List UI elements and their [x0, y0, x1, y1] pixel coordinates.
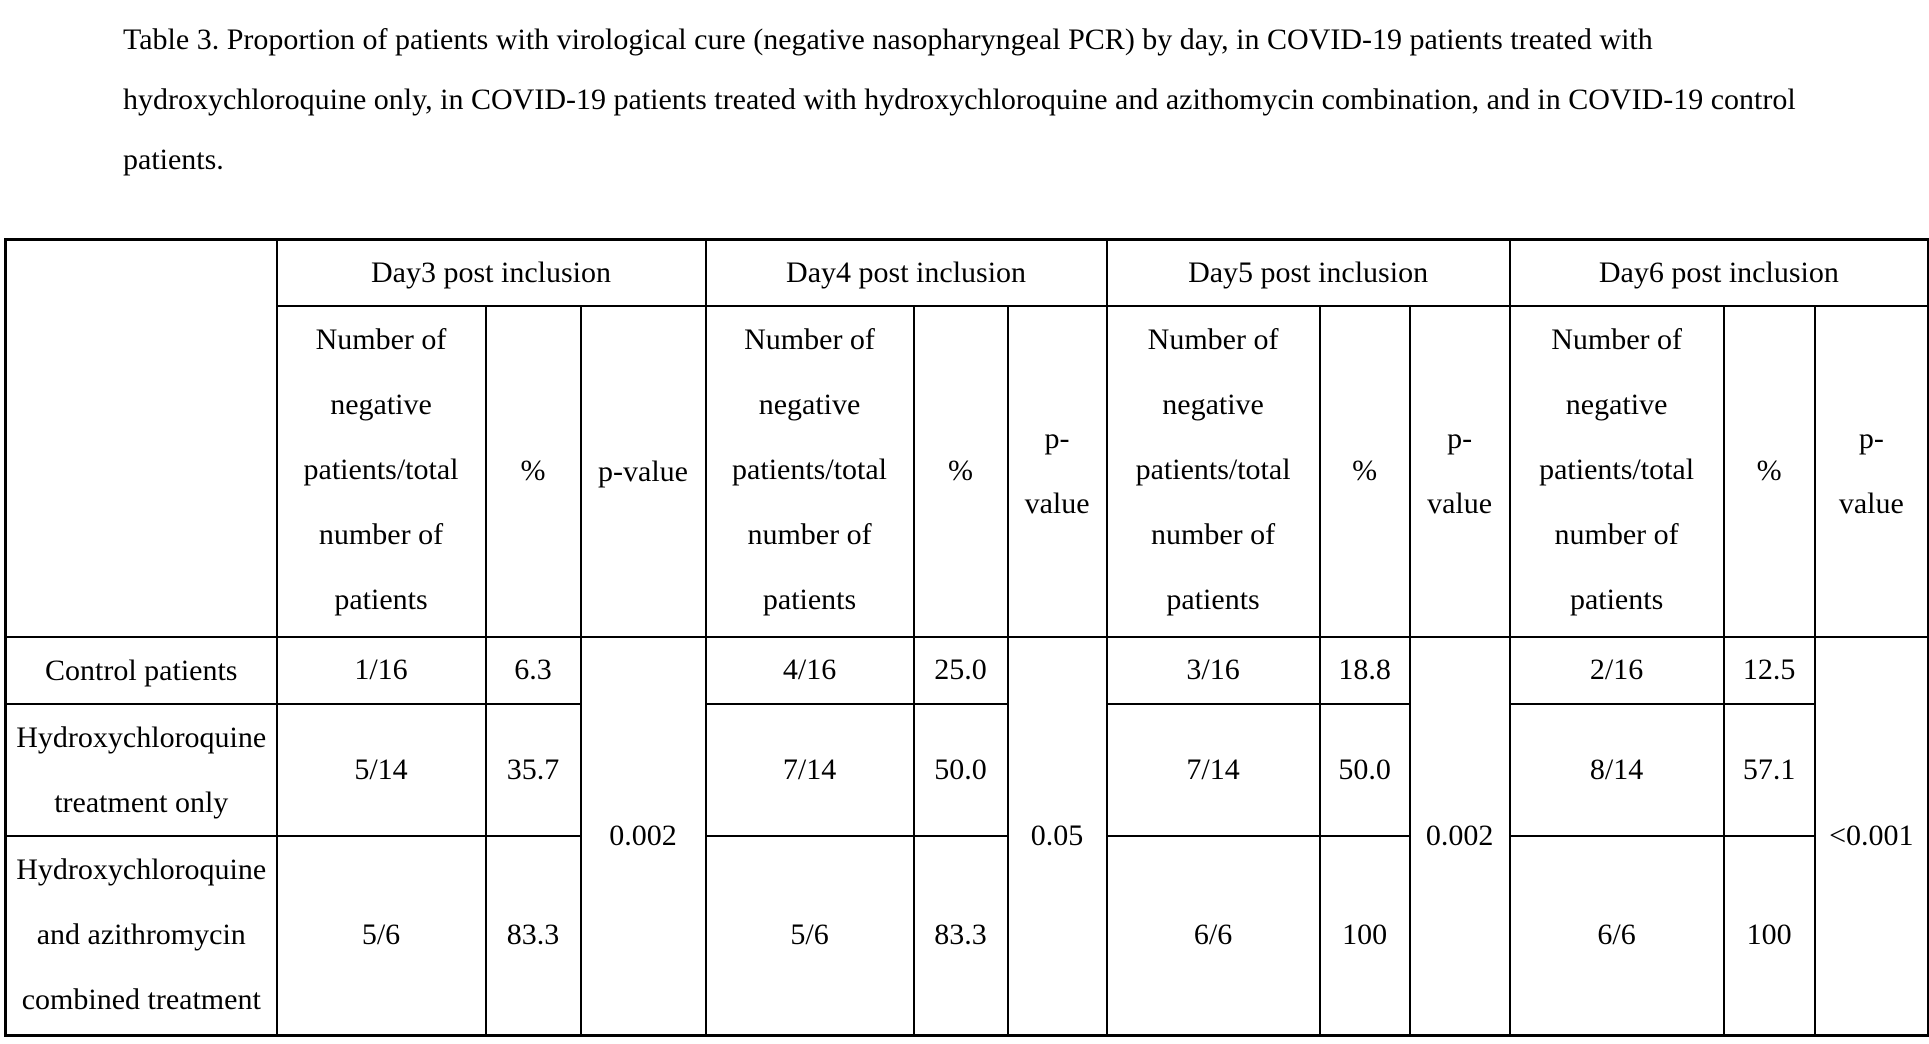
day6-control-percent: 12.5	[1722, 635, 1816, 705]
day6-combined-negative-count: 6/6	[1508, 834, 1725, 1037]
day3-control-percent: 6.3	[484, 635, 582, 705]
day6-hcq-only-percent: 57.1	[1722, 702, 1816, 837]
day3-control-negative-count: 1/16	[275, 635, 487, 705]
day4-control-negative-count: 4/16	[704, 635, 915, 705]
day4-control-percent: 25.0	[912, 635, 1009, 705]
day5-hcq-only-negative-count: 7/14	[1105, 702, 1321, 837]
day4-percent-header: %	[912, 304, 1009, 638]
day4-combined-negative-count: 5/6	[704, 834, 915, 1037]
day5-pvalue-header: p- value	[1408, 304, 1511, 638]
row-label-hydroxychloroquine-azithromycin: Hydroxychloroquine and azithromycin comb…	[4, 834, 278, 1037]
row-label-control: Control patients	[4, 635, 278, 705]
day6-negative-count-header: Number of negative patients/total number…	[1508, 304, 1725, 638]
caption-line-3: patients.	[123, 143, 224, 176]
day5-control-percent: 18.8	[1318, 635, 1411, 705]
day4-negative-count-header: Number of negative patients/total number…	[704, 304, 915, 638]
day5-combined-negative-count: 6/6	[1105, 834, 1321, 1037]
day6-pvalue-header: p- value	[1813, 304, 1929, 638]
day3-group-header: Day3 post inclusion	[275, 238, 707, 307]
day3-pvalue: 0.002	[579, 635, 707, 1037]
day3-negative-count-header: Number of negative patients/total number…	[275, 304, 487, 638]
day5-percent-header: %	[1318, 304, 1411, 638]
day3-percent-header: %	[484, 304, 582, 638]
day5-combined-percent: 100	[1318, 834, 1411, 1037]
caption-line-1: Table 3. Proportion of patients with vir…	[123, 23, 1653, 56]
day4-group-header: Day4 post inclusion	[704, 238, 1108, 307]
day3-combined-negative-count: 5/6	[275, 834, 487, 1037]
day5-control-negative-count: 3/16	[1105, 635, 1321, 705]
day6-combined-percent: 100	[1722, 834, 1816, 1037]
day5-group-header: Day5 post inclusion	[1105, 238, 1511, 307]
day3-hcq-only-negative-count: 5/14	[275, 702, 487, 837]
day4-combined-percent: 83.3	[912, 834, 1009, 1037]
day4-hcq-only-percent: 50.0	[912, 702, 1009, 837]
corner-cell	[4, 238, 278, 638]
day6-pvalue: <0.001	[1813, 635, 1929, 1037]
day6-percent-header: %	[1722, 304, 1816, 638]
day4-pvalue: 0.05	[1006, 635, 1108, 1037]
caption-line-2: hydroxychloroquine only, in COVID-19 pat…	[123, 83, 1796, 116]
day4-pvalue-header: p- value	[1006, 304, 1108, 638]
day3-hcq-only-percent: 35.7	[484, 702, 582, 837]
day6-hcq-only-negative-count: 8/14	[1508, 702, 1725, 837]
day6-control-negative-count: 2/16	[1508, 635, 1725, 705]
row-label-hydroxychloroquine-only: Hydroxychloroquine treatment only	[4, 702, 278, 837]
day3-pvalue-header: p-value	[579, 304, 707, 638]
day5-negative-count-header: Number of negative patients/total number…	[1105, 304, 1321, 638]
day6-group-header: Day6 post inclusion	[1508, 238, 1929, 307]
table-caption: Table 3. Proportion of patients with vir…	[0, 0, 1929, 190]
day5-hcq-only-percent: 50.0	[1318, 702, 1411, 837]
results-table: Day3 post inclusion Day4 post inclusion …	[4, 238, 1929, 1037]
day4-hcq-only-negative-count: 7/14	[704, 702, 915, 837]
day3-combined-percent: 83.3	[484, 834, 582, 1037]
day5-pvalue: 0.002	[1408, 635, 1511, 1037]
